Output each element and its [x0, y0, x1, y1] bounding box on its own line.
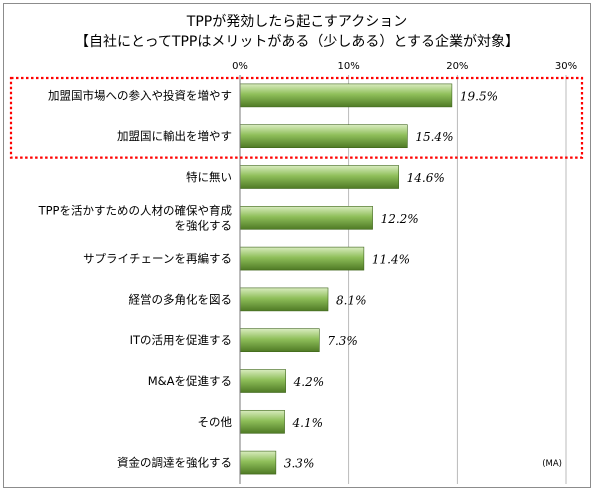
bar — [239, 328, 320, 353]
bar — [239, 409, 285, 434]
value-label: 4.2% — [293, 375, 325, 389]
category-label: 資金の調達を強化する — [117, 456, 232, 470]
category-label: 経営の多角化を図る — [129, 292, 233, 306]
bar — [239, 369, 286, 393]
value-label: 7.3% — [327, 334, 358, 348]
category-label: TPPを活かすための人材の確保や育成 — [38, 203, 233, 217]
x-tick-label: 0% — [232, 61, 248, 72]
bar — [239, 246, 365, 271]
bar — [239, 206, 373, 230]
category-label: M&Aを促進する — [148, 374, 232, 388]
highlight-box — [9, 76, 584, 159]
x-tick-label: 20% — [446, 61, 468, 72]
bar — [239, 450, 277, 475]
value-label: 3.3% — [284, 457, 315, 471]
category-label: 加盟国市場への参入や投資を増やす — [48, 88, 232, 102]
bar — [239, 287, 329, 312]
bar — [239, 124, 408, 148]
chart-title: TPPが発効したら起こすアクション — [186, 14, 408, 30]
bar — [239, 83, 453, 108]
x-tick-label: 30% — [555, 61, 577, 72]
value-label: 15.4% — [415, 130, 453, 144]
category-label: 加盟国に輸出を増やす — [117, 129, 232, 143]
chart-subtitle: 【自社にとってTPPはメリットがある（少しある）とする企業が対象】 — [75, 34, 519, 50]
value-label: 19.5% — [460, 89, 498, 103]
category-label: サプライチェーンを再編する — [83, 252, 232, 266]
category-label: 特に無い — [186, 170, 232, 184]
bar — [239, 165, 399, 189]
category-label: ITの活用を促進する — [130, 333, 232, 347]
x-tick-label: 10% — [338, 61, 360, 72]
value-label: 4.1% — [292, 416, 324, 430]
category-label: その他 — [198, 415, 233, 429]
value-label: 8.1% — [336, 293, 367, 307]
value-label: 14.6% — [407, 171, 445, 185]
value-label: 11.4% — [372, 253, 410, 267]
value-label: 12.2% — [381, 212, 419, 226]
category-label: を強化する — [175, 218, 233, 232]
multiple-answer-note: (MA) — [542, 459, 562, 469]
